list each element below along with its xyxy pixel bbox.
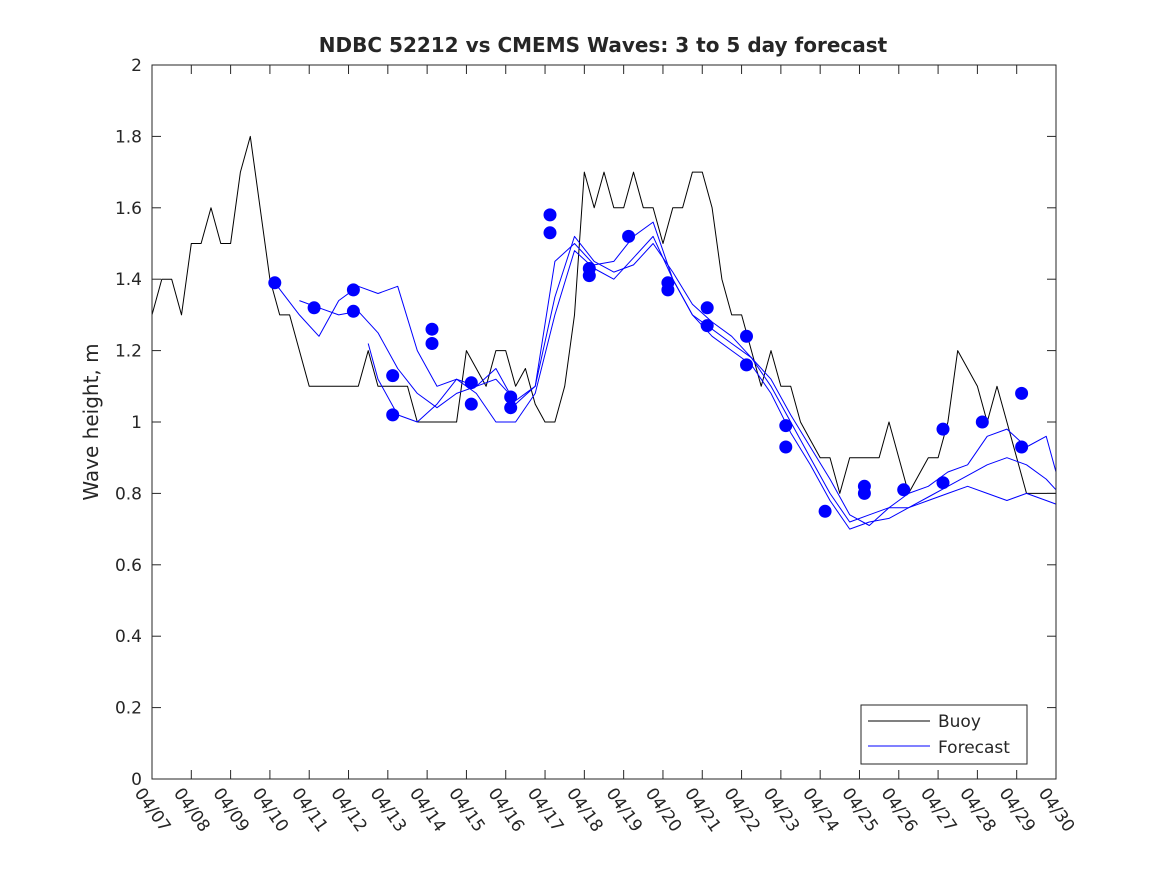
legend-label-buoy: Buoy — [938, 712, 981, 732]
forecast-marker — [936, 476, 950, 490]
forecast-marker — [346, 283, 360, 297]
x-tick-label: 04/26 — [877, 784, 921, 836]
forecast-marker — [1015, 386, 1029, 400]
forecast-marker — [543, 208, 557, 222]
legend: Buoy Forecast — [860, 704, 1028, 765]
forecast-marker — [386, 408, 400, 422]
chart-title: NDBC 52212 vs CMEMS Waves: 3 to 5 day fo… — [319, 33, 888, 57]
forecast-marker — [386, 369, 400, 383]
x-tick-label: 04/15 — [444, 784, 488, 836]
x-tick-label: 04/07 — [130, 784, 174, 836]
forecast-marker — [464, 376, 478, 390]
x-tick-label: 04/08 — [169, 784, 213, 836]
forecast-marker — [740, 358, 753, 372]
x-tick-label: 04/16 — [484, 784, 528, 836]
x-tick-label: 04/19 — [602, 784, 646, 836]
forecast-marker — [504, 401, 518, 415]
forecast-marker — [700, 301, 714, 315]
x-tick-label: 04/12 — [326, 784, 370, 836]
legend-box — [860, 704, 1028, 765]
forecast-marker — [268, 276, 282, 290]
x-tick-label: 04/09 — [209, 784, 253, 836]
y-tick-label: 0.2 — [115, 699, 142, 719]
forecast-marker — [1015, 440, 1029, 454]
x-tick-label: 04/22 — [720, 784, 764, 836]
y-tick-label: 0.4 — [115, 627, 142, 647]
y-tick-label: 2 — [131, 56, 142, 76]
forecast-marker — [740, 329, 753, 343]
forecast-marker — [307, 301, 321, 315]
x-tick-label: 04/20 — [641, 784, 685, 836]
x-tick-label: 04/13 — [366, 784, 410, 836]
y-tick-label: 1.8 — [115, 127, 142, 147]
x-tick-label: 04/21 — [680, 784, 724, 836]
forecast-marker — [582, 269, 596, 283]
series-line-buoy — [151, 135, 1056, 494]
forecast-marker — [700, 319, 714, 333]
x-tick-label: 04/30 — [1034, 784, 1078, 836]
x-tick-label: 04/28 — [955, 784, 999, 836]
y-tick-label: 1.2 — [115, 342, 142, 362]
forecast-marker — [779, 440, 793, 454]
series-line-forecast-2 — [299, 235, 1057, 526]
forecast-marker — [897, 483, 911, 497]
x-tick-label: 04/14 — [405, 784, 449, 836]
x-tick-label: 04/23 — [759, 784, 803, 836]
x-tick-label: 04/11 — [287, 784, 331, 836]
forecast-marker — [504, 390, 518, 404]
legend-label-forecast: Forecast — [938, 738, 1010, 758]
x-tick-label: 04/29 — [995, 784, 1039, 836]
forecast-marker — [779, 419, 793, 433]
y-tick-label: 0 — [131, 770, 142, 790]
forecast-marker — [661, 283, 675, 297]
forecast-marker — [543, 226, 557, 240]
forecast-marker — [857, 486, 871, 500]
y-tick-label: 0.6 — [115, 556, 142, 576]
forecast-marker — [425, 337, 439, 350]
x-tick-label: 04/17 — [523, 784, 567, 836]
forecast-marker — [622, 229, 636, 243]
x-tick-label: 04/27 — [916, 784, 960, 836]
forecast-marker — [818, 504, 832, 518]
forecast-marker — [975, 415, 989, 429]
forecast-marker — [936, 422, 950, 436]
forecast-marker — [464, 397, 478, 411]
y-axis-label: Wave height, m — [79, 343, 103, 500]
marker-layer — [268, 208, 1029, 518]
forecast-marker — [346, 304, 360, 318]
plot-area — [152, 65, 1056, 779]
x-tick-label: 04/24 — [798, 784, 842, 836]
x-tick-label: 04/18 — [562, 784, 606, 836]
series-line-forecast-3 — [367, 235, 1057, 530]
forecast-marker — [425, 322, 439, 336]
x-tick-label: 04/25 — [837, 784, 881, 836]
y-tick-label: 1.6 — [115, 199, 142, 219]
x-tick-label: 04/10 — [248, 784, 292, 836]
y-tick-label: 1 — [131, 413, 142, 433]
y-tick-label: 0.8 — [115, 484, 142, 504]
y-tick-label: 1.4 — [115, 270, 142, 290]
